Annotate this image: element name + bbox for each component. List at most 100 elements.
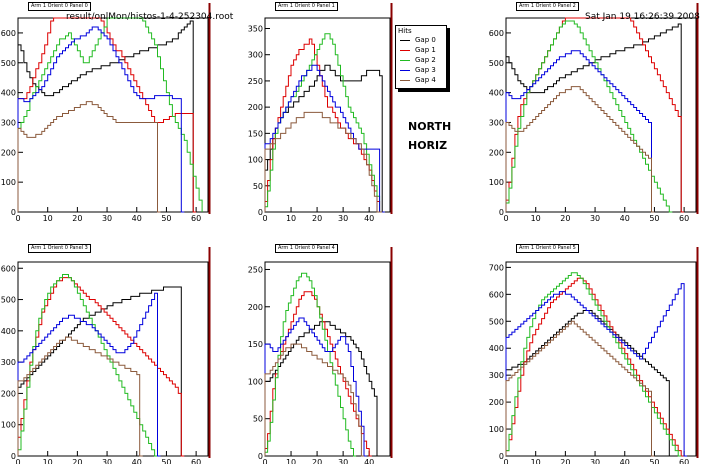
y-tick-label: 100	[248, 377, 263, 386]
y-tick-label: 350	[248, 24, 263, 33]
panel-title-3: Arm 1 Orient 0 Panel 3	[28, 244, 91, 253]
y-tick-label: 400	[1, 327, 16, 336]
x-tick-label: 40	[620, 458, 630, 464]
legend-swatch	[400, 70, 410, 71]
panel-title-2: Arm 1 Orient 0 Panel 2	[516, 2, 579, 11]
y-tick-label: 500	[1, 296, 16, 305]
x-tick-label: 20	[312, 458, 322, 464]
y-tick-label: 100	[1, 178, 16, 187]
x-tick-label: 30	[338, 458, 348, 464]
y-tick-label: 150	[248, 340, 263, 349]
x-tick-label: 0	[15, 458, 20, 464]
y-tick-label: 200	[248, 303, 263, 312]
x-tick-label: 0	[503, 458, 508, 464]
y-tick-label: 50	[253, 415, 263, 424]
y-tick-label: 300	[489, 371, 504, 380]
x-tick-label: 0	[503, 214, 508, 223]
x-tick-label: 50	[161, 214, 171, 223]
x-tick-label: 10	[43, 458, 53, 464]
histogram-series-1	[17, 17, 197, 213]
x-tick-label: 10	[531, 214, 541, 223]
x-tick-label: 40	[132, 458, 142, 464]
x-tick-label: 30	[590, 458, 600, 464]
y-tick-label: 100	[489, 425, 504, 434]
y-tick-label: 600	[1, 264, 16, 273]
x-tick-label: 10	[43, 214, 53, 223]
x-tick-label: 40	[132, 214, 142, 223]
histogram-series-2	[264, 272, 357, 457]
y-tick-label: 0	[258, 452, 263, 461]
y-tick-label: 150	[248, 129, 263, 138]
legend-entry: Gap 0	[396, 36, 446, 45]
y-tick-label: 300	[489, 118, 504, 127]
histogram-series-4	[264, 111, 383, 213]
histogram-panel-4: 0 10 20 30 40 0 50 100 150 200 250	[248, 247, 393, 464]
x-tick-label: 40	[364, 458, 374, 464]
x-tick-label: 40	[364, 214, 374, 223]
y-tick-label: 500	[1, 59, 16, 68]
histogram-series-3	[264, 317, 367, 457]
y-tick-label: 400	[489, 344, 504, 353]
legend-entry: Gap 1	[396, 46, 446, 55]
y-tick-label: 400	[489, 89, 504, 98]
y-tick-label: 700	[489, 263, 504, 272]
histogram-series-0	[264, 321, 380, 457]
y-tick-label: 500	[489, 317, 504, 326]
panel-title-1: Arm 1 Orient 0 Panel 1	[275, 2, 338, 11]
panel-title-0: Arm 1 Orient 0 Panel 0	[28, 2, 91, 11]
histogram-series-4	[505, 86, 655, 213]
y-tick-label: 300	[1, 118, 16, 127]
histogram-series-4	[17, 336, 143, 457]
x-tick-label: 60	[191, 458, 201, 464]
y-tick-label: 100	[489, 178, 504, 187]
legend-entry: Gap 3	[396, 66, 446, 75]
x-tick-label: 30	[590, 214, 600, 223]
x-tick-label: 50	[161, 458, 171, 464]
date-label: Sat Jan 19 16:26:39 2008	[585, 12, 700, 22]
panel-title-5: Arm 1 Orient 0 Panel 5	[516, 244, 579, 253]
legend-title: Hits	[398, 27, 412, 35]
x-tick-label: 0	[262, 214, 267, 223]
legend-label: Gap 0	[415, 36, 436, 44]
legend-swatch	[400, 50, 410, 51]
legend-entry: Gap 2	[396, 56, 446, 65]
histogram-series-1	[505, 277, 685, 457]
legend-entry: Gap 4	[396, 76, 446, 85]
histogram-series-4	[17, 101, 161, 213]
legend-swatch	[400, 60, 410, 61]
annotation-horiz: HORIZ	[408, 139, 448, 152]
histogram-series-3	[505, 50, 655, 213]
plot-frame	[264, 17, 391, 213]
x-tick-label: 30	[102, 458, 112, 464]
x-tick-label: 30	[102, 214, 112, 223]
histogram-series-4	[505, 320, 655, 457]
y-tick-label: 300	[248, 51, 263, 60]
y-tick-label: 600	[489, 29, 504, 38]
x-tick-label: 0	[15, 214, 20, 223]
x-tick-label: 20	[560, 458, 570, 464]
legend-swatch	[400, 80, 410, 81]
y-tick-label: 200	[489, 148, 504, 157]
y-tick-label: 50	[253, 182, 263, 191]
y-tick-label: 0	[499, 208, 504, 217]
file-name-label: result/onlMon/histos-1-4-252304.root	[66, 12, 234, 22]
y-tick-label: 0	[11, 208, 16, 217]
y-tick-label: 500	[489, 59, 504, 68]
y-tick-label: 0	[11, 452, 16, 461]
histogram-series-3	[505, 283, 688, 457]
x-tick-label: 50	[649, 214, 659, 223]
y-tick-label: 100	[1, 421, 16, 430]
y-tick-label: 600	[489, 290, 504, 299]
x-tick-label: 20	[560, 214, 570, 223]
x-tick-label: 0	[262, 458, 267, 464]
x-tick-label: 10	[286, 214, 296, 223]
y-tick-label: 200	[248, 103, 263, 112]
legend-label: Gap 4	[415, 76, 436, 84]
x-tick-label: 60	[679, 214, 689, 223]
x-tick-label: 50	[649, 458, 659, 464]
